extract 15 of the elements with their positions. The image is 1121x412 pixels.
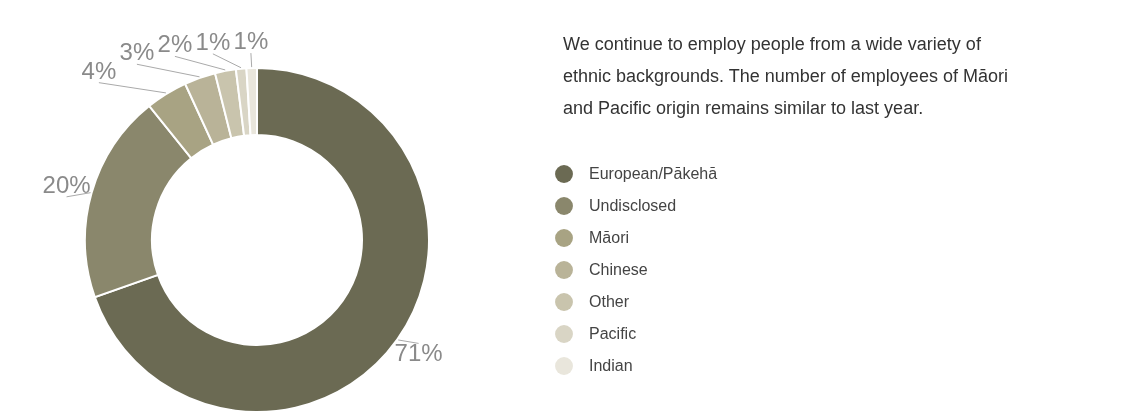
data-label: 1%: [195, 27, 231, 55]
data-label: 4%: [81, 56, 117, 84]
legend-label: Indian: [589, 357, 633, 374]
data-label: 1%: [233, 27, 269, 55]
data-label: 3%: [119, 38, 155, 66]
legend-label: Undisclosed: [589, 197, 677, 214]
legend-label: Other: [589, 293, 630, 310]
text: We continue to employ people from a wide variety of ethnic backgrounds. The number of employees of Māori and Pacific origin remains similar to last year.: [563, 34, 1008, 118]
data-label: 2%: [157, 30, 193, 58]
legend-label: Chinese: [589, 261, 648, 278]
legend-label: Māori: [589, 229, 630, 246]
data-label: 71%: [394, 339, 443, 367]
legend-label: Pacific: [589, 325, 637, 342]
data-label: 20%: [42, 170, 91, 198]
legend-label: European/Pākehā: [589, 165, 718, 182]
